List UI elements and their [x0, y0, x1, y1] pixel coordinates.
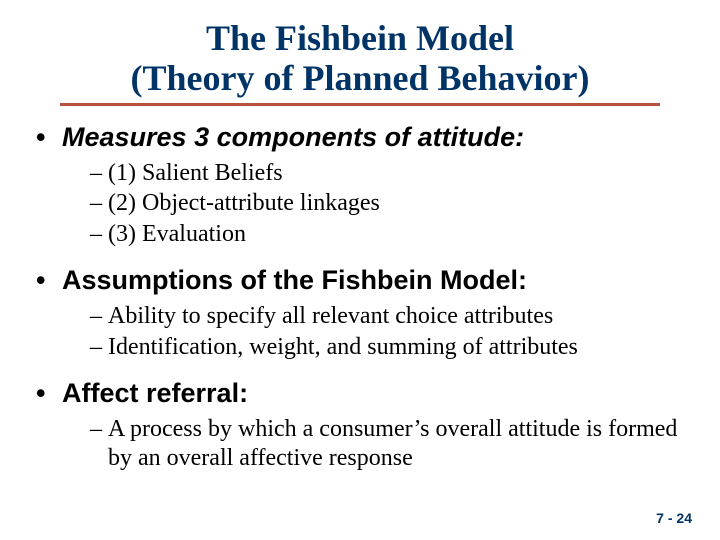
slide-number: 7 - 24: [656, 510, 692, 526]
title-line-1: The Fishbein Model: [36, 18, 684, 58]
bullet-3: Affect referral:: [36, 378, 684, 409]
title-underline: [60, 103, 660, 106]
footer-sep: -: [664, 510, 676, 526]
footer-page: 24: [676, 510, 692, 526]
bullet-1-sub-2: (2) Object-attribute linkages: [90, 189, 684, 218]
footer-chapter: 7: [656, 510, 664, 526]
bullet-1: Measures 3 components of attitude:: [36, 122, 684, 153]
bullet-2-sub-1: Ability to specify all relevant choice a…: [90, 302, 684, 331]
content: Measures 3 components of attitude: (1) S…: [36, 122, 684, 473]
bullet-1-sub-3: (3) Evaluation: [90, 220, 684, 249]
title-line-2: (Theory of Planned Behavior): [36, 58, 684, 98]
bullet-2-sub-2: Identification, weight, and summing of a…: [90, 333, 684, 362]
bullet-1-sub-1: (1) Salient Beliefs: [90, 159, 684, 188]
bullet-2: Assumptions of the Fishbein Model:: [36, 265, 684, 296]
bullet-3-sub-1: A process by which a consumer’s overall …: [90, 415, 684, 473]
slide: The Fishbein Model (Theory of Planned Be…: [0, 0, 720, 540]
title-block: The Fishbein Model (Theory of Planned Be…: [36, 18, 684, 106]
